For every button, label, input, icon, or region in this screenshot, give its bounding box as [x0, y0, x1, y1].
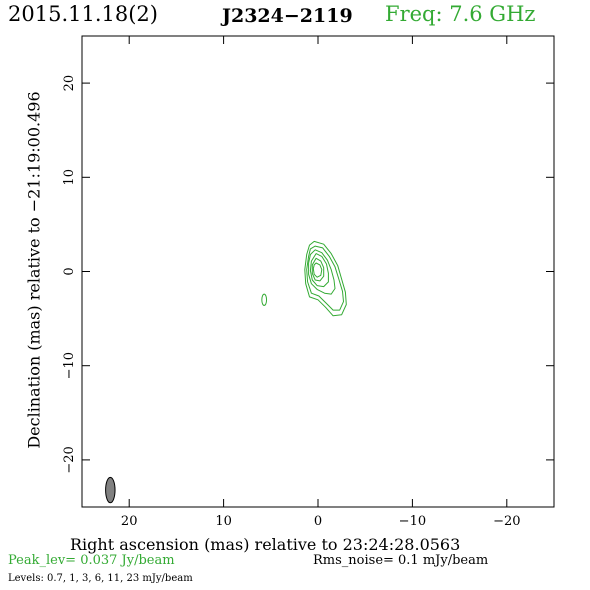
contour-lines	[261, 240, 347, 317]
y-tick-label: 0	[62, 267, 77, 275]
contour-level-6	[309, 253, 329, 288]
source-name: J2324−2119	[222, 5, 353, 27]
peak-level: Peak_lev= 0.037 Jy/beam	[8, 553, 175, 568]
axis-tick-labels: 20 10 0 −10 −20 20 10 0 −10 −20	[62, 75, 521, 529]
y-tick-label: −10	[62, 352, 77, 379]
secondary-component	[261, 293, 268, 306]
x-tick-label: 10	[215, 514, 232, 529]
y-tick-label: 20	[62, 75, 77, 92]
x-axis-label: Right ascension (mas) relative to 23:24:…	[70, 535, 461, 554]
x-tick-label: 20	[121, 514, 138, 529]
beam-ellipse	[105, 476, 116, 504]
x-tick-label: −10	[399, 514, 426, 529]
frequency-label: Freq: 7.6 GHz	[385, 2, 536, 26]
contour-level-0_7	[304, 240, 347, 317]
contour-level-23	[312, 262, 323, 278]
x-tick-label: 0	[314, 514, 322, 529]
x-tick-label: −20	[493, 514, 520, 529]
contour-level-3	[308, 249, 336, 295]
contour-level-1	[306, 245, 344, 311]
rms-noise: Rms_noise= 0.1 mJy/beam	[313, 553, 489, 568]
contour-level-11	[311, 257, 325, 282]
contour-levels: Levels: 0.7, 1, 3, 6, 11, 23 mJy/beam	[8, 573, 193, 584]
axis-ticks	[82, 36, 554, 507]
y-axis-label: Declination (mas) relative to −21:19:00.…	[24, 91, 44, 449]
beam-ellipse-group	[105, 476, 116, 504]
epoch-date: 2015.11.18(2)	[8, 2, 158, 26]
y-tick-label: 10	[62, 169, 77, 186]
plot-frame	[81, 35, 555, 508]
y-tick-label: −20	[62, 446, 77, 473]
